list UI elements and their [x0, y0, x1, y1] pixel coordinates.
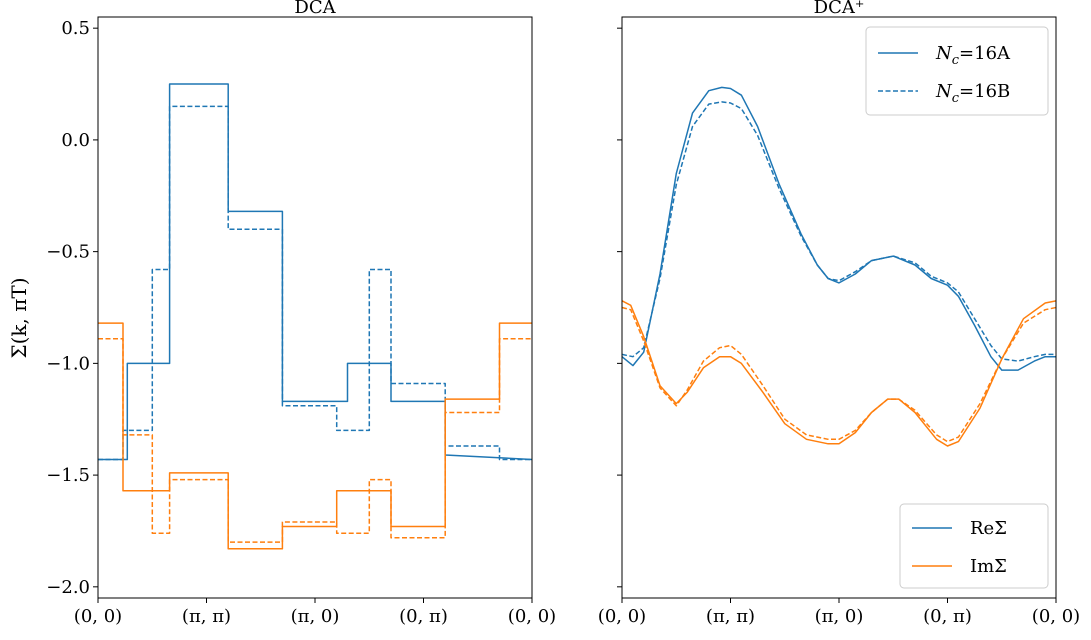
x-tick-label: (0, 0) [74, 606, 122, 627]
x-tick-label: (π, 0) [815, 606, 864, 627]
x-tick-label: (π, π) [182, 606, 231, 627]
y-tick-label: −1.0 [46, 353, 90, 374]
legend-label: ReΣ [970, 518, 1007, 539]
plot-frame [97, 16, 533, 599]
series-line-3 [622, 306, 1056, 443]
y-tick-label: −2.0 [46, 577, 90, 598]
x-tick-label: (0, 0) [1032, 606, 1080, 627]
y-tick-label: 0.5 [61, 18, 90, 39]
series-line-2 [98, 322, 532, 550]
y-tick-label: 0.0 [61, 130, 90, 151]
series-group [622, 86, 1056, 447]
x-tick-label: (0, π) [923, 606, 972, 627]
y-tick-label: −0.5 [46, 242, 90, 263]
series-group [98, 83, 532, 550]
legend-label: Nc=16A [935, 43, 1011, 68]
legend-color: ReΣ ImΣ [899, 503, 1049, 589]
y-tick-label: −1.5 [46, 465, 90, 486]
x-tick-label: (0, π) [399, 606, 448, 627]
legend-box [865, 26, 1049, 116]
series-line-0 [622, 86, 1056, 371]
chart-title: DCA [294, 0, 336, 18]
chart-title: DCA⁺ [814, 0, 865, 18]
legend-box [899, 503, 1049, 589]
x-tick-label: (π, π) [706, 606, 755, 627]
x-tick-label: (0, 0) [508, 606, 556, 627]
y-axis-label: Σ(k, πT) [7, 277, 31, 358]
x-tick-label: (π, 0) [291, 606, 340, 627]
legend-label: Nc=16B [935, 81, 1010, 106]
panel-dca: DCA (0, 0) (π, π) (π, 0) (0, π) (0, 0) 0.5 0.0 −… [46, 0, 556, 627]
series-line-1 [98, 105, 532, 461]
legend-line-style: Nc=16A Nc=16B [865, 26, 1049, 116]
series-line-0 [98, 83, 532, 461]
series-line-1 [622, 101, 1056, 362]
x-tick-label: (0, 0) [598, 606, 646, 627]
series-line-3 [98, 338, 532, 543]
legend-label: ImΣ [970, 556, 1007, 577]
series-line-2 [622, 300, 1056, 447]
panel-dca-plus: DCA⁺ (0, 0) (π, π) (π, 0) (0, π) (0, 0) Nc=16A… [598, 0, 1080, 627]
